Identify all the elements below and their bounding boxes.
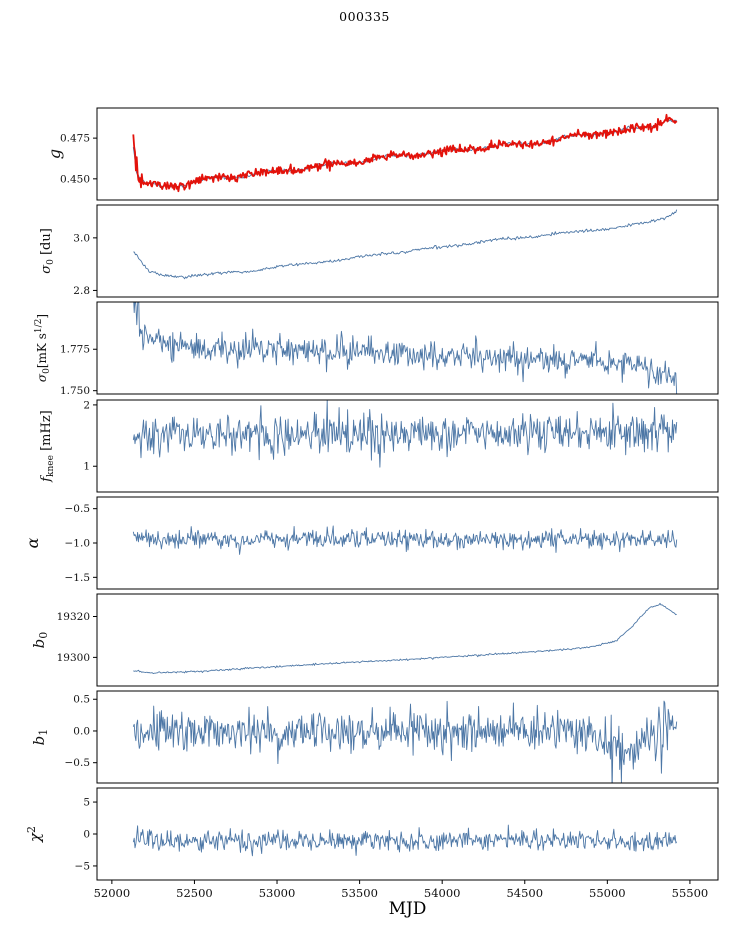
- y-tick-label: 5: [83, 797, 90, 809]
- x-tick-label: 53000: [259, 886, 296, 900]
- y-tick-label: −5: [75, 861, 90, 873]
- panel-g: 0.450 0.475 g: [45, 107, 719, 201]
- panel-chi2: −5 0 5 χ2 52000 52500 53000 53500 54000 54500 5500…: [25, 787, 719, 900]
- y-axis-label: α: [23, 537, 42, 548]
- panel-sigma0-mks: 1.750 1.775 σ0[mK s1/2]: [34, 301, 719, 398]
- y-axis-label: χ2: [25, 826, 44, 843]
- panel-alpha: −1.5 −1.0 −0.5 α: [23, 496, 719, 590]
- y-axis-label: b0: [30, 632, 50, 649]
- series-alpha: [132, 525, 678, 555]
- y-tick-label: 0: [83, 829, 90, 841]
- axes-frame: [96, 107, 719, 201]
- series-g-data: [132, 113, 678, 193]
- y-tick-label: 2: [83, 399, 90, 411]
- y-tick-label: −1.5: [65, 572, 91, 584]
- y-tick-label: 0.0: [73, 726, 90, 738]
- series-chi2: [132, 825, 678, 857]
- x-tick-label: 55000: [589, 886, 626, 900]
- x-tick-label: 52000: [94, 886, 131, 900]
- series-sigma0-du: [133, 209, 678, 280]
- x-tick-label: 55500: [672, 886, 709, 900]
- y-tick-label: 0.5: [73, 694, 90, 706]
- y-tick-label: 1: [83, 460, 90, 472]
- axes-frame: [96, 204, 719, 298]
- axes-frame: [96, 690, 719, 784]
- series-b1: [132, 700, 678, 784]
- y-tick-label: 3.0: [73, 233, 90, 245]
- x-axis-label: MJD: [388, 899, 427, 919]
- axes-frame: [96, 301, 719, 395]
- y-tick-label: 1.775: [60, 344, 90, 356]
- x-tick-label: 52500: [176, 886, 213, 900]
- x-tick-label: 54500: [506, 886, 543, 900]
- y-tick-label: 0.475: [60, 133, 90, 145]
- panel-sigma0-du: 2.8 3.0 σ0 [du]: [39, 204, 719, 298]
- axes-frame: [96, 399, 719, 493]
- axes-frame: [96, 593, 719, 687]
- y-tick-label: 19320: [57, 611, 90, 623]
- panel-b1: −0.5 0.0 0.5 b1: [30, 690, 719, 784]
- y-tick-label: 1.750: [60, 386, 90, 398]
- y-axis-label: fknee [mHz]: [39, 410, 56, 483]
- y-axis-label: b1: [30, 729, 50, 746]
- axes-frame: [96, 787, 719, 881]
- y-tick-label: −1.0: [65, 537, 91, 549]
- figure-title: 000335: [339, 9, 390, 24]
- y-tick-label: −0.5: [65, 503, 91, 515]
- y-tick-label: 19300: [57, 652, 90, 664]
- y-tick-label: 2.8: [73, 285, 90, 297]
- series-sigma0-mks: [133, 302, 678, 395]
- y-tick-label: −0.5: [65, 757, 91, 769]
- x-tick-label: 53500: [341, 886, 378, 900]
- y-tick-label: 0.450: [60, 173, 90, 185]
- series-b0: [133, 602, 677, 675]
- y-axis-label: g: [45, 149, 64, 159]
- y-axis-label: σ0 [du]: [39, 228, 56, 274]
- series-fknee: [132, 399, 678, 468]
- x-tick-label: 54000: [424, 886, 461, 900]
- panel-fknee: 1 2 fknee [mHz]: [39, 399, 719, 493]
- y-axis-label: σ0[mK s1/2]: [34, 314, 52, 382]
- panel-b0: 19300 19320 b0: [30, 593, 719, 687]
